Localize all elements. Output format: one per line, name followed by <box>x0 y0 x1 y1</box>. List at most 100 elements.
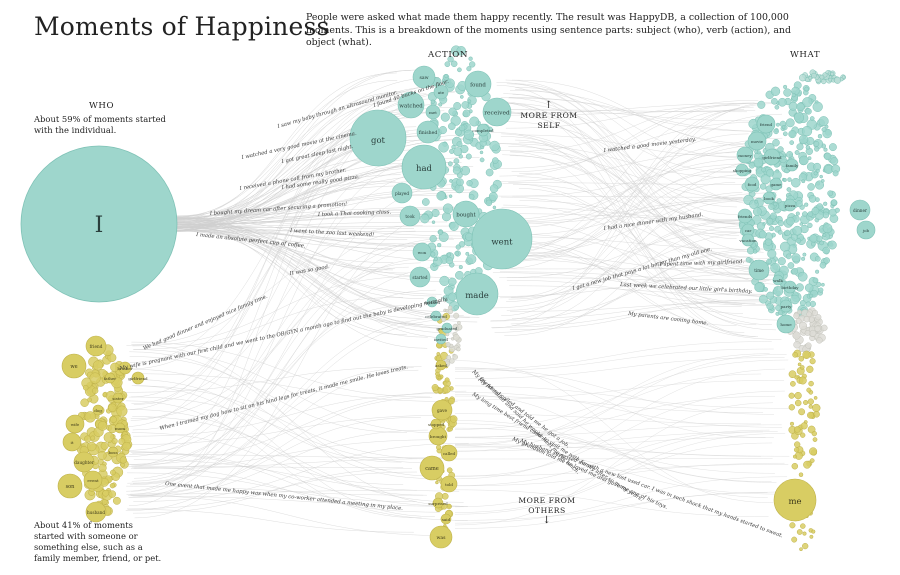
node-label: made <box>465 291 489 301</box>
flow-link <box>454 423 777 483</box>
what-node-walk[interactable]: walk <box>772 274 784 286</box>
node-bubble <box>772 274 784 286</box>
action-node-invited[interactable]: invited <box>434 333 448 345</box>
what-node-vacation[interactable]: vacation <box>738 233 757 247</box>
action-node-came[interactable]: came <box>419 455 445 481</box>
action-node-watched[interactable]: watched <box>397 91 425 119</box>
what-node-friend[interactable]: friend <box>756 114 776 134</box>
action-filler-bubble <box>458 154 463 159</box>
action-node-ate[interactable]: ate <box>433 84 449 100</box>
action-node-said[interactable]: said <box>440 513 452 525</box>
who-node-girlfriend[interactable]: girlfriend <box>128 371 148 385</box>
who-node-it[interactable]: it <box>62 432 82 452</box>
who-node-friend[interactable]: friend <box>85 335 107 357</box>
who-node-event[interactable]: event <box>83 470 103 490</box>
what-node-family[interactable]: family <box>785 158 799 172</box>
who-node-father[interactable]: father <box>104 372 116 384</box>
who-node-son[interactable]: son <box>57 473 83 499</box>
action-node-went[interactable]: went <box>471 208 533 270</box>
action-filler-bubble <box>466 66 472 72</box>
what-filler-bubble <box>795 318 802 324</box>
action-node-graduated[interactable]: graduated <box>437 322 458 334</box>
flow-link <box>454 445 783 495</box>
flow-link <box>128 495 453 536</box>
what-filler-bubble <box>816 337 823 344</box>
action-node-played[interactable]: played <box>391 182 413 204</box>
who-node-we[interactable]: we <box>61 353 87 379</box>
what-filler-bubble <box>806 365 814 373</box>
node-label: friend <box>90 344 103 349</box>
action-node-started[interactable]: started <box>409 266 431 288</box>
what-node-friends[interactable]: friends <box>737 208 753 224</box>
action-node-celebrated[interactable]: celebrated <box>425 310 447 322</box>
action-node-got[interactable]: got <box>349 109 407 167</box>
action-node-bought[interactable]: bought <box>452 200 480 228</box>
what-filler-bubble <box>759 183 767 190</box>
action-node-won[interactable]: won <box>412 242 432 262</box>
action-node-took[interactable]: took <box>399 205 421 227</box>
what-node-book[interactable]: book <box>762 191 776 205</box>
what-filler-bubble <box>802 97 813 108</box>
what-node-food[interactable]: food <box>744 176 760 192</box>
who-node-dog[interactable]: dog <box>92 404 104 416</box>
action-node-had[interactable]: had <box>401 144 447 190</box>
action-node-told[interactable]: told <box>440 475 458 493</box>
flow-link <box>130 458 455 469</box>
flow-link <box>454 367 766 438</box>
action-node-gave[interactable]: gave <box>431 399 453 421</box>
who-node-wife[interactable]: wife <box>65 414 85 434</box>
action-node-saw[interactable]: saw <box>412 65 436 89</box>
what-node-pizza[interactable]: pizza <box>783 198 797 212</box>
what-filler-bubble <box>811 72 817 79</box>
what-node-game[interactable]: game <box>769 177 783 191</box>
what-node-home[interactable]: home <box>776 314 796 334</box>
action-node-finished[interactable]: finished <box>416 120 440 144</box>
action-node-was[interactable]: was <box>429 525 453 549</box>
flow-link <box>514 251 781 306</box>
what-filler-bubble <box>830 199 838 206</box>
action-node-surprised[interactable]: surprised <box>428 497 448 509</box>
action-node-received[interactable]: received <box>482 97 512 127</box>
action-node-completed[interactable]: completed <box>472 123 494 137</box>
what-node-party[interactable]: party <box>779 299 793 313</box>
node-label: played <box>395 191 409 196</box>
what-filler-bubble <box>791 462 799 470</box>
action-node-found[interactable]: found <box>464 70 492 98</box>
what-filler-bubble <box>761 167 767 173</box>
what-node-dinner[interactable]: dinner <box>849 199 871 221</box>
what-node-me[interactable]: me <box>773 478 817 522</box>
who-node-mom[interactable]: mom <box>114 422 126 434</box>
who-node-sister[interactable]: sister <box>112 392 124 404</box>
what-filler-bubble <box>754 199 759 204</box>
what-filler-bubble <box>816 235 823 242</box>
who-node-boss[interactable]: boss <box>107 446 119 458</box>
flow-link <box>454 373 762 445</box>
flow-link <box>127 367 414 484</box>
node-label: said <box>442 517 451 522</box>
what-node-time[interactable]: time <box>748 259 770 281</box>
what-node-money[interactable]: money <box>736 146 754 164</box>
what-node-job[interactable]: job <box>856 220 876 240</box>
what-filler-bubble <box>793 312 800 319</box>
action-node-stopped[interactable]: stopped <box>428 418 445 430</box>
what-node-movie[interactable]: movie <box>747 131 767 151</box>
action-node-decided[interactable]: decided <box>424 296 440 308</box>
node-bubble <box>85 335 107 357</box>
what-node-birthday[interactable]: birthday <box>781 280 799 294</box>
action-node-met[interactable]: met <box>425 104 441 120</box>
action-node-asked[interactable]: asked <box>435 359 447 371</box>
what-filler-bubble <box>822 223 833 234</box>
action-node-brought[interactable]: brought <box>428 426 448 446</box>
who-node-brother[interactable]: brother <box>117 361 133 375</box>
node-label: found <box>470 82 486 88</box>
who-node-i[interactable]: I <box>20 145 178 303</box>
action-node-called[interactable]: called <box>440 444 458 462</box>
what-node-girlfriend[interactable]: girlfriend <box>762 148 782 166</box>
what-node-shopping[interactable]: shopping <box>733 163 752 177</box>
what-filler-bubble <box>791 267 799 275</box>
flow-link <box>454 437 762 457</box>
action-node-made[interactable]: made <box>455 272 499 316</box>
what-filler-bubble <box>827 240 837 250</box>
who-node-husband[interactable]: husband <box>85 501 107 523</box>
who-node-daughter[interactable]: daughter <box>73 451 95 473</box>
